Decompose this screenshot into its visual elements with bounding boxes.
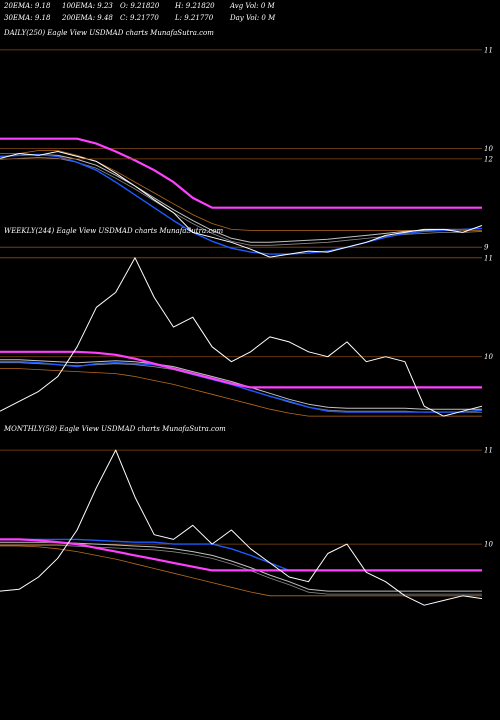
header-high: H: 9.21820	[174, 2, 215, 10]
header-20ema: 20EMA: 9.18	[3, 2, 51, 10]
y-tick-label: 10	[484, 145, 493, 153]
monthly-panel: MONTHLY(58) Eagle View USDMAD charts Mun…	[0, 425, 493, 606]
header-avg-vol: Avg Vol: 0 M	[229, 2, 276, 10]
header-day-vol: Day Vol: 0 M	[229, 14, 276, 22]
header-30ema: 30EMA: 9.18	[4, 14, 51, 22]
y-tick-label: 10	[484, 541, 493, 549]
series-line-ema-short	[0, 361, 483, 413]
series-line-price	[0, 151, 483, 258]
series-line-price	[0, 449, 483, 606]
series-line-band	[0, 545, 482, 597]
series-line-ema-mid	[0, 154, 483, 243]
weekly-panel-title: WEEKLY(244) Eagle View USDMAD charts Mun…	[4, 227, 223, 235]
header-100ema: 100EMA: 9.23	[62, 2, 113, 10]
series-line-ema-long	[0, 137, 482, 209]
y-tick-label: 11	[484, 46, 493, 54]
series-line-price	[0, 257, 483, 417]
y-tick-label: 10	[484, 353, 493, 361]
y-tick-label: 9	[484, 244, 489, 252]
series-line-ema-long	[0, 350, 482, 389]
header-close: C: 9.21770	[120, 14, 159, 22]
y-tick-label: 12	[484, 155, 493, 163]
header-low: L: 9.21770	[174, 14, 214, 22]
series-line-ema-mid-outline	[0, 544, 482, 595]
series-line-band	[0, 368, 482, 417]
monthly-panel-title: MONTHLY(58) Eagle View USDMAD charts Mun…	[3, 425, 226, 433]
header-open: O: 9.21820	[120, 2, 160, 10]
ema-header: 20EMA: 9.18 100EMA: 9.23 O: 9.21820 H: 9…	[3, 2, 276, 22]
daily-panel: DAILY(250) Eagle View USDMAD charts Muna…	[0, 29, 493, 258]
series-line-band	[0, 150, 482, 231]
header-200ema: 200EMA: 9.48	[61, 14, 113, 22]
y-tick-label: 11	[484, 447, 493, 455]
weekly-panel: WEEKLY(244) Eagle View USDMAD charts Mun…	[0, 155, 493, 417]
series-line-ema-mid	[0, 541, 482, 592]
series-line-ema-long	[0, 538, 482, 572]
series-line-ema-short	[0, 153, 483, 255]
y-tick-label: 11	[484, 254, 493, 262]
daily-panel-title: DAILY(250) Eagle View USDMAD charts Muna…	[3, 29, 214, 37]
